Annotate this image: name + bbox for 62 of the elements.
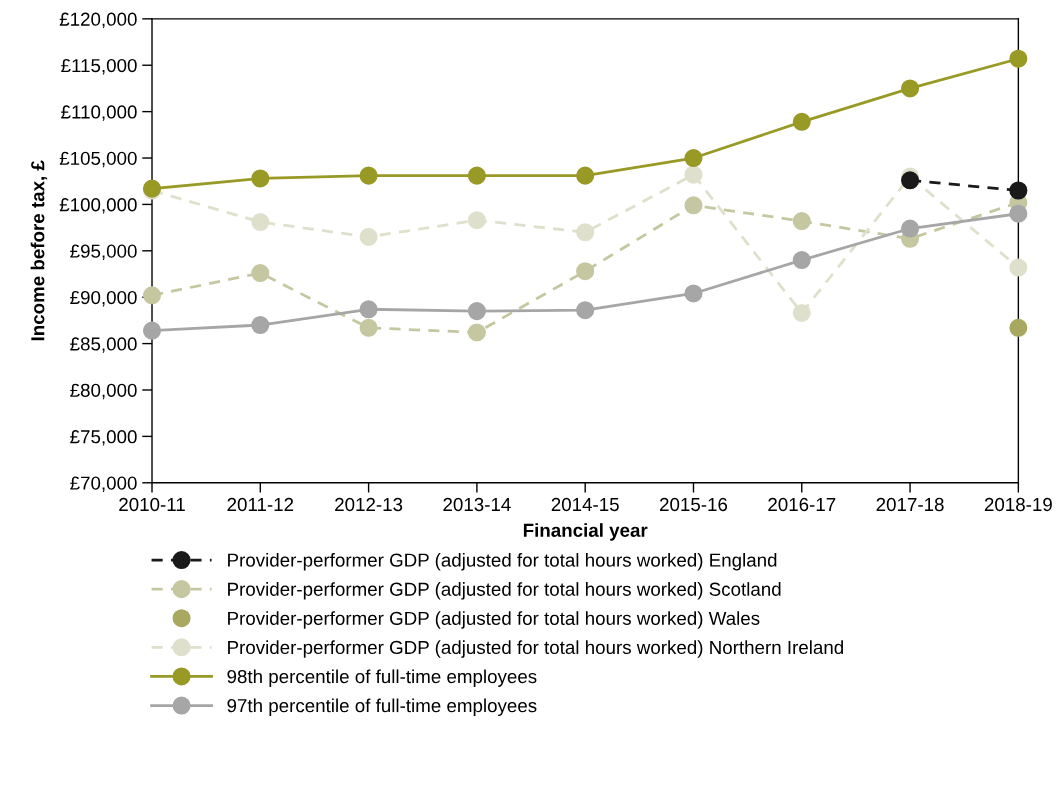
x-tick-label: 2013-14	[443, 497, 511, 512]
legend-label: Provider-performer GDP (adjusted for total hours worked) Northern Ireland	[228, 640, 843, 658]
legend-label: 97th percentile of full-time employees	[227, 698, 537, 716]
point	[359, 227, 378, 246]
y-tick-label: £70,000	[70, 476, 137, 492]
point	[792, 251, 811, 270]
point	[576, 262, 595, 281]
point	[1009, 258, 1028, 277]
point	[142, 286, 162, 305]
point	[792, 212, 811, 231]
point	[576, 166, 595, 185]
point	[251, 316, 270, 335]
point	[901, 219, 920, 238]
legend-label: Provider-performer GDP (adjusted for total hours worked) England	[228, 553, 777, 571]
y-tick-label: £90,000	[70, 290, 137, 307]
x-axis-title: Financial year	[523, 523, 648, 541]
x-tick-label: 2012-13	[335, 497, 403, 512]
point	[359, 300, 378, 319]
y-tick-label: £85,000	[70, 337, 137, 353]
point	[792, 112, 811, 131]
point	[792, 303, 811, 323]
point	[1009, 318, 1028, 337]
y-tick-label: £105,000	[59, 151, 137, 168]
point	[467, 302, 486, 321]
y-tick-label: £95,000	[70, 244, 137, 260]
point	[359, 166, 378, 185]
point	[576, 301, 595, 320]
y-tick-label: £100,000	[59, 198, 137, 214]
y-tick-label: £120,000	[59, 12, 137, 29]
legend-label: Provider-performer GDP (adjusted for total hours worked) Wales	[228, 611, 760, 629]
point	[901, 79, 920, 98]
point	[901, 171, 920, 190]
point	[684, 148, 703, 168]
point	[359, 318, 378, 337]
point	[1009, 204, 1028, 223]
point	[251, 264, 270, 283]
point	[251, 213, 270, 232]
point	[142, 321, 162, 340]
y-tick-label: £110,000	[61, 105, 137, 121]
legend-label: 98th percentile of full-time employees	[227, 669, 537, 687]
x-tick-label: 2011-12	[227, 497, 294, 512]
point	[467, 211, 486, 230]
x-tick-label: 2014-15	[551, 497, 619, 512]
x-tick-label: 2015-16	[660, 497, 728, 512]
point	[467, 323, 486, 342]
point	[251, 169, 270, 188]
legend-label: Provider-performer GDP (adjusted for total hours worked) Scotland	[228, 582, 781, 600]
y-tick-label: £115,000	[61, 58, 137, 75]
y-tick-label: £80,000	[70, 383, 137, 400]
point	[684, 284, 703, 303]
y-axis-title: Income before tax, £	[30, 160, 48, 341]
x-tick-label: 2010-11	[119, 497, 185, 512]
x-tick-label: 2017-18	[876, 497, 944, 512]
point	[1009, 49, 1028, 68]
point	[576, 223, 595, 242]
point	[1009, 181, 1028, 200]
x-tick-label: 2018-19	[984, 497, 1052, 512]
point	[467, 166, 486, 185]
x-tick-label: 2016-17	[768, 497, 836, 512]
y-tick-label: £75,000	[70, 430, 137, 446]
point	[684, 196, 703, 215]
point	[684, 165, 703, 184]
